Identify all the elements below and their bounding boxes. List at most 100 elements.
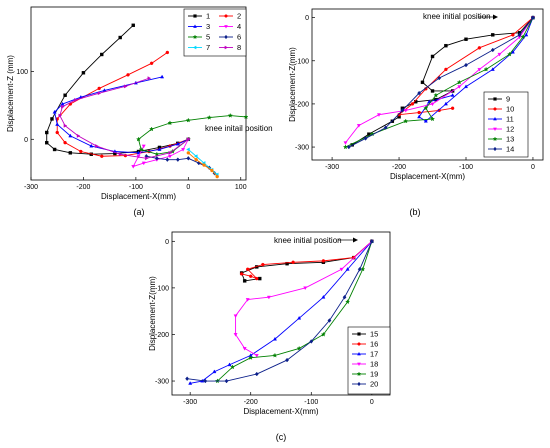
data-point [89,143,94,148]
legend-marker [357,332,361,336]
data-point [450,93,455,97]
legend-label: 7 [206,43,210,52]
data-point [383,125,388,130]
data-point [175,141,180,146]
data-point [433,92,439,98]
data-point [423,118,428,123]
data-point [464,62,468,68]
data-point [510,49,515,54]
legend-marker [357,381,361,387]
x-axis-title: Displacement-X(mm) [101,192,176,201]
legend-marker [224,14,228,18]
legend-marker [493,107,497,111]
data-point [131,165,136,169]
data-point [456,79,462,85]
data-point [215,174,219,179]
data-point [320,331,326,337]
data-point [303,286,308,291]
annotation-text: knee initial position [274,236,342,245]
data-point [141,144,146,149]
x-tick-label: -200 [392,164,406,171]
x-axis-title: Displacement-X(mm) [243,407,318,416]
legend-item-8: 8 [219,43,241,52]
legend-label: 3 [206,22,210,31]
data-point [157,147,162,151]
data-point [186,147,190,152]
series-line [348,17,534,148]
legend-item-10: 10 [488,105,514,114]
legend-label: 9 [506,95,510,104]
data-point [517,32,522,38]
legend-label: 15 [370,330,378,339]
data-point [136,150,141,155]
data-point [531,15,535,20]
series-line [418,17,534,122]
legend-label: 6 [237,33,241,42]
data-point [266,295,271,300]
data-point [410,102,415,106]
series-13 [342,14,536,150]
data-point [233,314,238,319]
data-point [55,122,60,126]
data-point [50,117,54,121]
legend-box [483,91,529,158]
data-point [245,298,250,302]
legend-marker [224,34,228,40]
data-point [68,133,73,138]
data-point [430,54,435,59]
data-point [97,91,102,96]
data-point [168,150,173,155]
x-tick-label: -200 [244,399,258,406]
data-point [376,113,381,117]
data-point [342,144,349,150]
chart-panel-1: -300 -200 -100 0 100 0 100 Displacement-X(mm) Di… [6,6,273,217]
data-point [52,109,57,114]
data-point [261,262,265,267]
data-point [403,108,408,113]
series-unlabeled [186,151,219,179]
data-point [63,140,67,145]
legend-item-11: 11 [488,115,514,124]
data-point [149,61,154,66]
data-point [63,123,68,128]
data-point [360,266,366,272]
data-point [296,345,302,351]
data-point [369,239,374,244]
y-tick-label: -300 [295,145,309,152]
legend-marker [493,146,497,152]
data-point [444,43,448,48]
data-point [245,267,250,271]
data-point [165,50,170,55]
data-point [76,133,81,138]
legend-marker [493,116,497,121]
y-tick-label: -100 [155,285,169,292]
data-point [339,267,344,272]
data-point [272,352,278,358]
data-point [437,75,442,81]
x-axis-title: Displacement-X(mm) [390,172,465,181]
y-axis-title: Displacement-Z(mm) [148,276,157,351]
data-point [342,294,347,300]
legend-item-18: 18 [352,360,378,369]
data-point [430,102,435,107]
data-point [141,161,146,166]
annotation-text: knee initail position [205,124,273,133]
data-point [186,137,191,142]
data-point [61,104,65,109]
data-point [160,74,165,79]
data-point [297,315,302,320]
data-point [357,266,362,272]
data-point [497,52,502,57]
x-tick-label: 0 [186,184,190,191]
legend-label: 20 [370,380,378,389]
data-point [45,140,49,145]
data-point [403,118,409,124]
data-point [68,151,73,155]
panel-label: (c) [276,432,287,442]
data-point [491,33,495,37]
data-point [210,168,214,173]
data-point [483,66,489,72]
series-line [397,17,534,116]
legend-marker [224,25,228,29]
data-point [55,130,59,135]
